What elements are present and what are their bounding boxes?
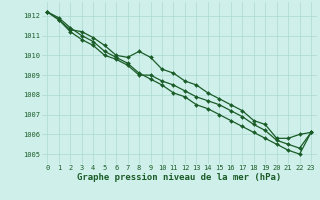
X-axis label: Graphe pression niveau de la mer (hPa): Graphe pression niveau de la mer (hPa) <box>77 173 281 182</box>
